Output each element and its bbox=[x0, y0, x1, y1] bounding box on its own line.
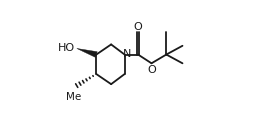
Text: N: N bbox=[123, 49, 131, 59]
Text: O: O bbox=[134, 22, 143, 32]
Text: Me: Me bbox=[67, 92, 82, 102]
Text: HO: HO bbox=[58, 43, 75, 53]
Text: O: O bbox=[148, 65, 157, 75]
Polygon shape bbox=[77, 48, 97, 57]
